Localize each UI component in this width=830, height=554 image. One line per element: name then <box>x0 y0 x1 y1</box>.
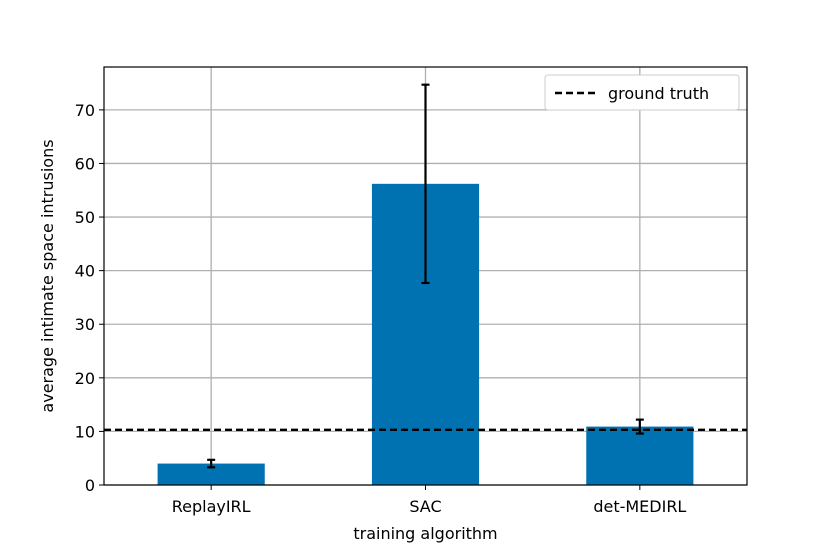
y-tick-label: 10 <box>75 422 95 441</box>
x-tick-label: ReplayIRL <box>172 497 251 516</box>
y-tick-label: 0 <box>85 476 95 495</box>
error-bars <box>207 83 644 469</box>
y-tick-label: 20 <box>75 369 95 388</box>
y-tick-label: 70 <box>75 101 95 120</box>
legend-box <box>544 74 740 111</box>
y-axis-label: average intimate space intrusions <box>38 139 57 412</box>
y-tick-label: 30 <box>75 315 95 334</box>
x-axis-ticks: ReplayIRL SAC det-MEDIRL <box>172 485 686 516</box>
x-axis-label: training algorithm <box>353 524 497 543</box>
y-tick-label: 40 <box>75 262 95 281</box>
y-tick-label: 50 <box>75 208 95 227</box>
bar-replayirl <box>157 463 265 485</box>
x-tick-label: det-MEDIRL <box>593 497 686 516</box>
legend: ground truth <box>544 74 740 111</box>
bar-det-medirl <box>586 426 694 485</box>
y-axis-ticks: 0 10 20 30 40 50 60 70 <box>75 101 104 495</box>
x-tick-label: SAC <box>409 497 441 516</box>
y-tick-label: 60 <box>75 154 95 173</box>
legend-label: ground truth <box>608 84 709 103</box>
